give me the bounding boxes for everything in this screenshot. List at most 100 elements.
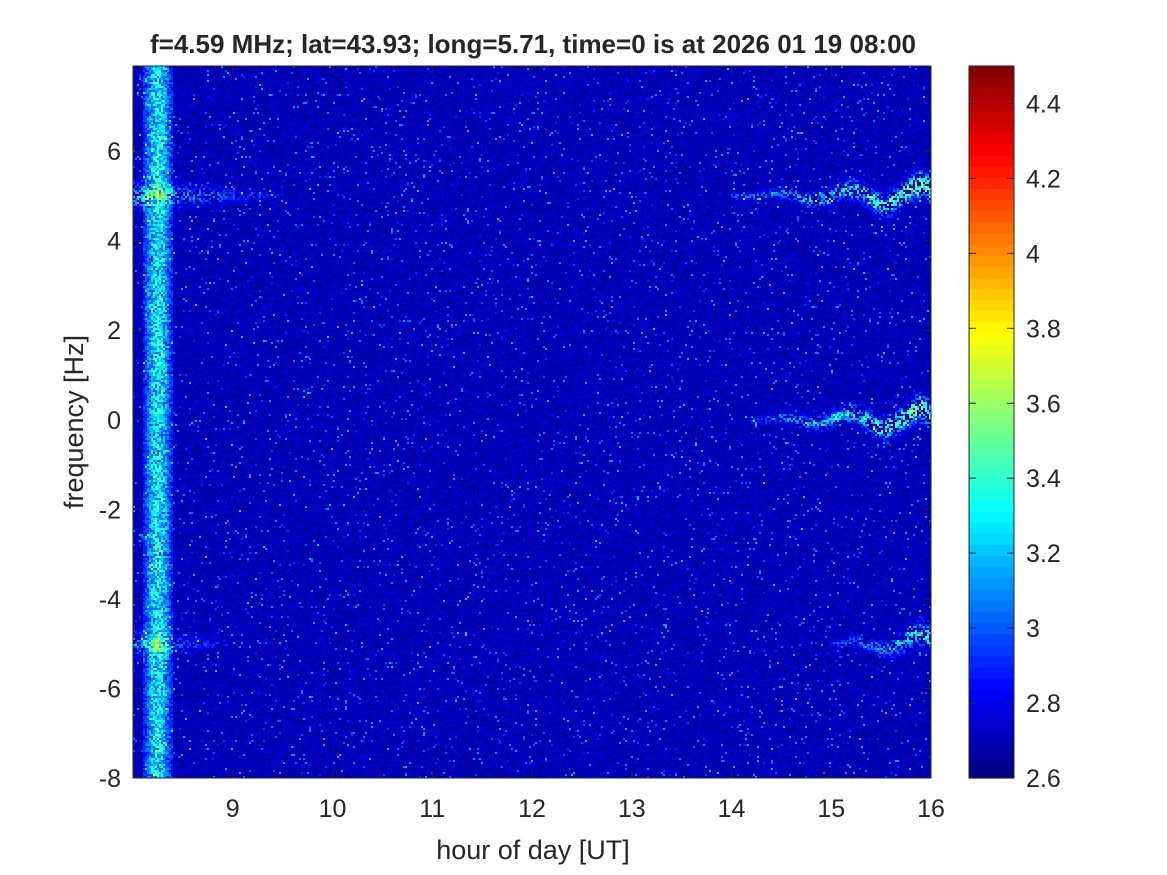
x-tick-label: 9 xyxy=(226,795,240,823)
colorbar-step xyxy=(969,377,1014,390)
colorbar-tick-label: 3.2 xyxy=(1026,540,1061,568)
colorbar-step xyxy=(969,533,1014,545)
y-tick-label: 6 xyxy=(107,138,121,166)
colorbar-step xyxy=(969,266,1014,278)
colorbar-step xyxy=(969,477,1014,490)
colorbar-step xyxy=(969,188,1014,201)
colorbar-step xyxy=(969,310,1014,323)
colorbar-step xyxy=(969,333,1014,345)
colorbar-step xyxy=(969,299,1014,312)
colorbar-step xyxy=(969,655,1014,668)
colorbar-step xyxy=(969,733,1014,746)
x-tick-label: 16 xyxy=(917,795,945,823)
y-tick-label: 2 xyxy=(107,317,121,345)
colorbar-step xyxy=(969,277,1014,290)
colorbar-step xyxy=(969,166,1014,178)
colorbar-step xyxy=(969,143,1014,156)
y-tick-label: -4 xyxy=(99,586,121,614)
y-axis: -8 -6 -4 -2 0 2 4 6 xyxy=(99,138,931,793)
colorbar-step xyxy=(969,177,1014,189)
colorbar-tick-label: 3 xyxy=(1026,615,1040,643)
x-tick-label: 14 xyxy=(718,795,746,823)
colorbar-tick-label: 3.8 xyxy=(1026,315,1061,343)
colorbar-step xyxy=(969,511,1014,523)
colorbar-step xyxy=(969,110,1014,123)
colorbar-step xyxy=(969,444,1014,456)
colorbar-step xyxy=(969,644,1014,657)
colorbar-step xyxy=(969,766,1014,779)
colorbar-tick-label: 3.6 xyxy=(1026,390,1061,418)
colorbar-tick-label: 3.4 xyxy=(1026,465,1061,493)
x-tick-label: 11 xyxy=(419,795,445,823)
colorbar-step xyxy=(969,689,1014,701)
colorbar-step xyxy=(969,366,1014,379)
colorbar-step xyxy=(969,677,1014,690)
colorbar-step xyxy=(969,244,1014,256)
colorbar-step xyxy=(969,422,1014,434)
colorbar-step xyxy=(969,577,1014,590)
colorbar-tick-label: 4.4 xyxy=(1026,90,1061,118)
plot-area: 9 10 11 12 13 14 15 16 -8 -6 -4 -2 0 2 4 6 xyxy=(99,65,945,823)
colorbar-step xyxy=(969,210,1014,223)
colorbar-step xyxy=(969,588,1014,601)
y-tick-label: -8 xyxy=(99,765,121,793)
y-tick-label: 4 xyxy=(107,228,121,256)
colorbar-step xyxy=(969,455,1014,468)
colorbar-step xyxy=(969,99,1014,112)
colorbar-step xyxy=(969,755,1014,768)
colorbar-step xyxy=(969,288,1014,301)
colorbar-step xyxy=(969,566,1014,579)
colorbar-step xyxy=(969,410,1014,423)
x-axis: 9 10 11 12 13 14 15 16 xyxy=(226,66,945,823)
colorbar-step xyxy=(969,466,1014,479)
colorbar-frame xyxy=(968,65,1015,779)
colorbar-step xyxy=(969,77,1014,89)
colorbar-step xyxy=(969,121,1014,134)
colorbar-step xyxy=(969,88,1014,100)
y-tick-label: 0 xyxy=(107,407,121,435)
colorbar-tick-label: 4.2 xyxy=(1026,165,1061,193)
x-tick-label: 12 xyxy=(518,795,546,823)
y-tick-label: -2 xyxy=(99,496,121,524)
colorbar-step xyxy=(969,622,1014,634)
colorbar-step xyxy=(969,255,1014,267)
colorbar-step xyxy=(969,433,1014,445)
colorbar-tick-label: 4 xyxy=(1026,240,1040,268)
x-tick-label: 13 xyxy=(618,795,646,823)
colorbar-step xyxy=(969,232,1014,245)
colorbar-step xyxy=(969,544,1014,557)
colorbar-step xyxy=(969,666,1014,679)
colorbar-step xyxy=(969,600,1014,612)
colorbar-step xyxy=(969,344,1014,356)
colorbar-step xyxy=(969,700,1014,712)
colorbar-step xyxy=(969,711,1014,723)
colorbar-step xyxy=(969,355,1014,367)
colorbar-step xyxy=(969,66,1014,78)
colorbar-step xyxy=(969,321,1014,334)
heatmap-image xyxy=(133,66,931,778)
colorbar-step xyxy=(969,199,1014,212)
colorbar-step xyxy=(969,522,1014,534)
colorbar-tick-label: 2.6 xyxy=(1026,765,1061,793)
x-axis-label: hour of day [UT] xyxy=(436,835,630,865)
colorbar-step xyxy=(969,555,1014,568)
colorbar-step xyxy=(969,399,1014,412)
colorbar-step xyxy=(969,744,1014,757)
colorbar-axis: 2.6 2.8 3 3.2 3.4 3.6 3.8 4 4.2 4.4 xyxy=(969,90,1061,793)
colorbar-step xyxy=(969,155,1014,167)
x-tick-label: 15 xyxy=(817,795,845,823)
colorbar-tick-label: 2.8 xyxy=(1026,690,1061,718)
colorbar-step xyxy=(969,633,1014,646)
colorbar-step xyxy=(969,132,1014,145)
chart-title: f=4.59 MHz; lat=43.93; long=5.71, time=0… xyxy=(150,29,916,59)
y-axis-label: frequency [Hz] xyxy=(59,335,89,509)
colorbar-step xyxy=(969,488,1014,501)
colorbar-step xyxy=(969,388,1014,401)
colorbar-step xyxy=(969,722,1014,735)
colorbar-gradient xyxy=(969,66,1014,779)
colorbar-step xyxy=(969,221,1014,234)
y-tick-label: -6 xyxy=(99,675,121,703)
colorbar-step xyxy=(969,499,1014,512)
colorbar: 2.6 2.8 3 3.2 3.4 3.6 3.8 4 4.2 4.4 xyxy=(968,65,1061,793)
